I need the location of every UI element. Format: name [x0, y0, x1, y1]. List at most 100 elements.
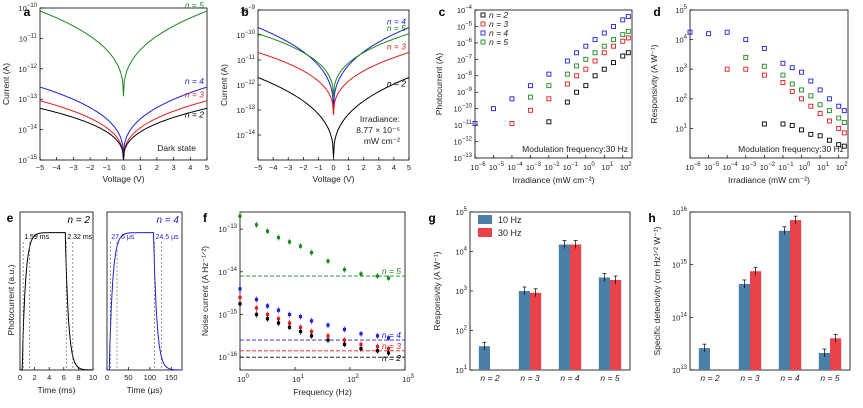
- data-point-n4: [527, 83, 533, 89]
- y-axis-label: Responsivity (A W⁻¹): [432, 251, 442, 330]
- y-tick-label: 103: [455, 286, 467, 296]
- x-tick-label: 150: [165, 373, 178, 382]
- data-point-n4: [808, 78, 814, 84]
- bar-10Hz-n4: [778, 230, 790, 370]
- data-point-n5: [592, 50, 598, 56]
- data-point-n5: [564, 71, 570, 77]
- data-point-n5: [625, 28, 631, 34]
- x-axis-label: Frequency (Hz): [293, 387, 352, 397]
- y-tick-label: 103: [675, 64, 687, 74]
- data-point-n3: [574, 73, 580, 79]
- x-tick-label: 101: [817, 162, 829, 172]
- data-point-n2: [298, 329, 303, 334]
- data-point-n4: [342, 327, 347, 332]
- data-point-n5: [826, 108, 832, 114]
- x-tick-label: −4: [52, 163, 61, 172]
- y-tick-label: 10−13: [236, 105, 255, 115]
- data-point-n4: [574, 50, 580, 56]
- bar-30Hz-n4: [790, 220, 802, 370]
- series-label: n = 4: [387, 17, 406, 27]
- series-line-n2: [257, 77, 410, 158]
- x-tick-label: 3: [377, 163, 381, 172]
- x-axis-label: Voltage (V): [312, 174, 354, 184]
- transient-trace: [107, 232, 182, 371]
- data-point-n2: [836, 142, 842, 148]
- y-tick-label: 10−9: [240, 5, 256, 15]
- data-point-n5: [276, 236, 281, 240]
- data-point-n3: [583, 66, 589, 72]
- y-tick-label: 10−13: [218, 224, 237, 234]
- x-tick-label: −1: [103, 163, 112, 172]
- data-point-n4: [743, 37, 749, 43]
- panel-letter-h: h: [648, 211, 655, 225]
- data-point-n5: [342, 268, 347, 272]
- x-tick-label: 102: [620, 162, 632, 172]
- data-point-n4: [687, 29, 693, 35]
- y-tick-label: 102: [455, 326, 467, 336]
- data-point-n4: [836, 103, 842, 109]
- panel-letter-d: d: [653, 5, 660, 19]
- category-label: n = 4: [780, 373, 799, 383]
- data-point-n2: [611, 60, 616, 66]
- y-tick-label: 1015: [672, 260, 688, 270]
- data-point-n4: [706, 31, 712, 37]
- y-tick-label: 10−5: [457, 21, 473, 31]
- x-tick-label: 2: [155, 163, 159, 172]
- x-tick-label: 10−4: [507, 162, 523, 172]
- data-point-n4: [780, 60, 786, 66]
- data-point-n4: [491, 106, 496, 112]
- bar-30Hz-n3: [530, 292, 542, 370]
- series-line-n5: [257, 33, 410, 98]
- x-axis-label: Irradiance (mW cm⁻²): [728, 175, 810, 185]
- subplot-label: n = 2: [67, 215, 90, 226]
- plot-frame-d: [689, 9, 849, 159]
- data-point-n5: [298, 244, 303, 248]
- data-point-n2: [817, 133, 823, 139]
- data-point-n3: [359, 342, 363, 346]
- rise-time-label: 1.59 ms: [24, 234, 49, 241]
- data-point-n4: [592, 37, 598, 43]
- x-tick-label: 8: [76, 373, 80, 382]
- category-label: n = 3: [740, 373, 759, 383]
- data-point-n3: [527, 107, 533, 113]
- data-point-n2: [625, 50, 631, 56]
- data-point-n4: [583, 43, 589, 49]
- annotation-dark-state: Dark state: [157, 143, 196, 153]
- data-point-n2: [601, 66, 607, 72]
- data-point-n3: [546, 96, 552, 102]
- plot-frame-e-0: [19, 211, 94, 371]
- data-point-n3: [826, 118, 832, 124]
- bar-10Hz-n3: [738, 283, 750, 370]
- series-line-n3: [257, 52, 410, 116]
- data-point-n4: [276, 308, 281, 312]
- series-label: n = 5: [387, 23, 406, 33]
- data-point-n3: [724, 66, 730, 72]
- series-label: n = 3: [185, 90, 204, 100]
- series-label: n = 2: [185, 109, 204, 119]
- y-tick-label: 10−15: [218, 309, 237, 319]
- legend-label: n = 5: [489, 37, 508, 47]
- x-tick-label: 1: [138, 163, 142, 172]
- x-tick-label: 10−5: [489, 162, 505, 172]
- category-label: n = 4: [560, 373, 579, 383]
- series-label: n = 5: [185, 0, 204, 10]
- series-label: n = 5: [382, 266, 401, 276]
- x-tick-label: 100: [799, 162, 811, 172]
- data-point-n3: [620, 38, 626, 44]
- data-point-n2: [808, 131, 814, 137]
- x-tick-label: 10: [89, 373, 97, 382]
- x-tick-label: 0: [331, 163, 335, 172]
- data-point-n3: [836, 125, 842, 131]
- series-label: n = 4: [382, 330, 401, 340]
- data-point-n2: [826, 137, 832, 143]
- data-point-n5: [799, 87, 804, 93]
- data-point-n3: [841, 130, 847, 136]
- data-point-n2: [583, 83, 589, 89]
- data-point-n2: [620, 53, 626, 59]
- data-point-n3: [592, 58, 598, 64]
- y-axis-label: Responsivity (A W⁻¹): [649, 44, 659, 123]
- data-point-n2: [386, 351, 391, 355]
- panel-letter-e: e: [7, 211, 14, 225]
- x-tick-label: 10−2: [760, 162, 776, 172]
- data-point-n3: [564, 81, 570, 87]
